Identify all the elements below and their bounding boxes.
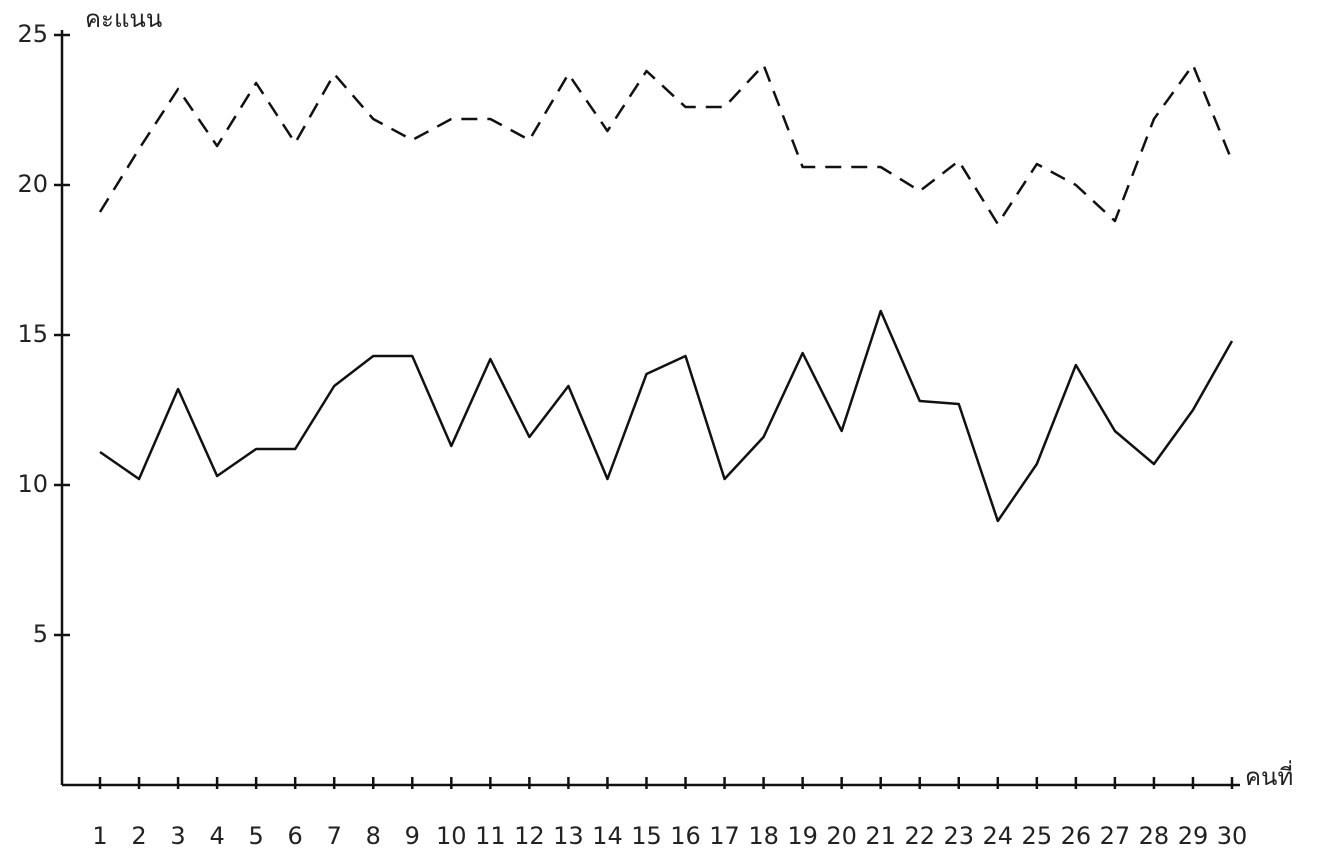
x-tick-label: 6 <box>288 822 303 850</box>
x-tick-label: 15 <box>631 822 662 850</box>
x-tick-label: 16 <box>670 822 701 850</box>
y-tick-label: 10 <box>17 470 48 498</box>
x-tick-label: 25 <box>1022 822 1053 850</box>
x-tick-label: 19 <box>787 822 818 850</box>
x-tick-label: 1 <box>92 822 107 850</box>
x-tick-label: 13 <box>553 822 584 850</box>
x-tick-label: 28 <box>1139 822 1170 850</box>
x-tick-label: 7 <box>327 822 342 850</box>
x-tick-label: 11 <box>475 822 506 850</box>
x-tick-label: 12 <box>514 822 545 850</box>
x-tick-label: 8 <box>366 822 381 850</box>
x-tick-label: 5 <box>248 822 263 850</box>
x-tick-label: 23 <box>943 822 974 850</box>
x-tick-label: 10 <box>436 822 467 850</box>
y-tick-label: 15 <box>17 320 48 348</box>
x-tick-label: 30 <box>1217 822 1248 850</box>
x-tick-label: 26 <box>1061 822 1092 850</box>
y-tick-label: 20 <box>17 170 48 198</box>
x-tick-label: 29 <box>1178 822 1209 850</box>
x-tick-label: 17 <box>709 822 740 850</box>
x-tick-label: 24 <box>983 822 1014 850</box>
x-tick-label: 20 <box>826 822 857 850</box>
x-axis-label: คนที่ <box>1245 760 1293 791</box>
x-tick-label: 2 <box>131 822 146 850</box>
x-tick-label: 4 <box>209 822 224 850</box>
x-tick-label: 14 <box>592 822 623 850</box>
x-tick-label: 3 <box>170 822 185 850</box>
x-tick-label: 9 <box>405 822 420 850</box>
series-line <box>98 63 1234 226</box>
x-tick-label: 18 <box>748 822 779 850</box>
x-tick-label: 22 <box>904 822 935 850</box>
y-tick-label: 25 <box>17 20 48 48</box>
x-tick-label: 27 <box>1100 822 1131 850</box>
y-tick-label: 5 <box>33 620 48 648</box>
y-axis-label: คะแนน <box>85 5 162 33</box>
x-tick-label: 21 <box>865 822 896 850</box>
series-line <box>99 309 1234 523</box>
